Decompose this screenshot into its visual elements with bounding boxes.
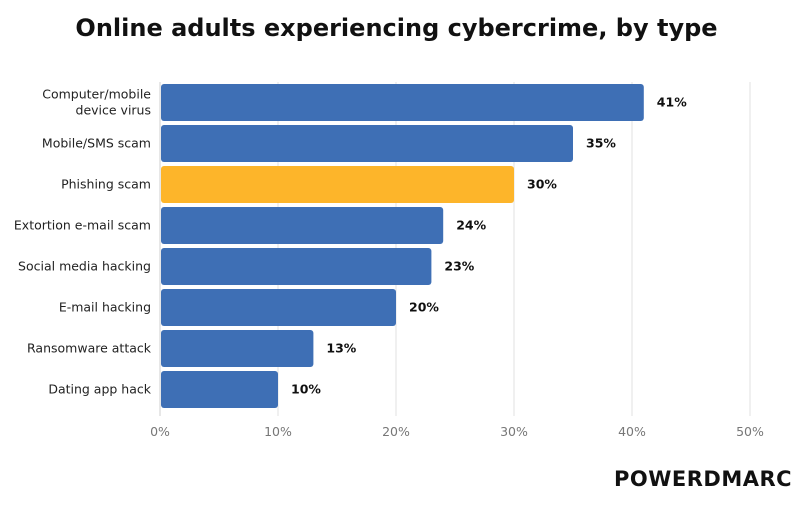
x-tick-label: 30%	[500, 424, 528, 439]
bar	[161, 248, 432, 285]
bar	[161, 330, 314, 367]
value-label: 23%	[444, 259, 474, 274]
bar	[161, 207, 444, 244]
bar	[161, 289, 396, 326]
value-label: 20%	[409, 300, 439, 315]
chart-title: Online adults experiencing cybercrime, b…	[75, 14, 718, 42]
bar	[161, 371, 278, 408]
category-label: Ransomware attack	[27, 341, 152, 356]
value-label: 41%	[657, 95, 687, 110]
x-tick-label: 50%	[736, 424, 764, 439]
category-label: device virus	[76, 103, 151, 118]
value-label: 30%	[527, 177, 557, 192]
bars	[161, 84, 644, 408]
category-label: Phishing scam	[61, 177, 151, 192]
value-label: 24%	[456, 218, 486, 233]
powerdmarc-logo: POWERDMARC	[614, 467, 793, 491]
category-label: Social media hacking	[18, 259, 151, 274]
value-label: 35%	[586, 136, 616, 151]
value-label: 10%	[291, 382, 321, 397]
value-label: 13%	[326, 341, 356, 356]
x-tick-label: 40%	[618, 424, 646, 439]
x-tick-label: 20%	[382, 424, 410, 439]
category-label: Mobile/SMS scam	[42, 136, 151, 151]
category-label: Extortion e-mail scam	[14, 218, 151, 233]
category-label: Computer/mobile	[42, 87, 151, 102]
bar	[161, 166, 514, 203]
category-label: E-mail hacking	[59, 300, 151, 315]
category-label: Dating app hack	[48, 382, 151, 397]
bar	[161, 125, 573, 162]
x-tick-label: 0%	[150, 424, 170, 439]
x-tick-label: 10%	[264, 424, 292, 439]
bar	[161, 84, 644, 121]
